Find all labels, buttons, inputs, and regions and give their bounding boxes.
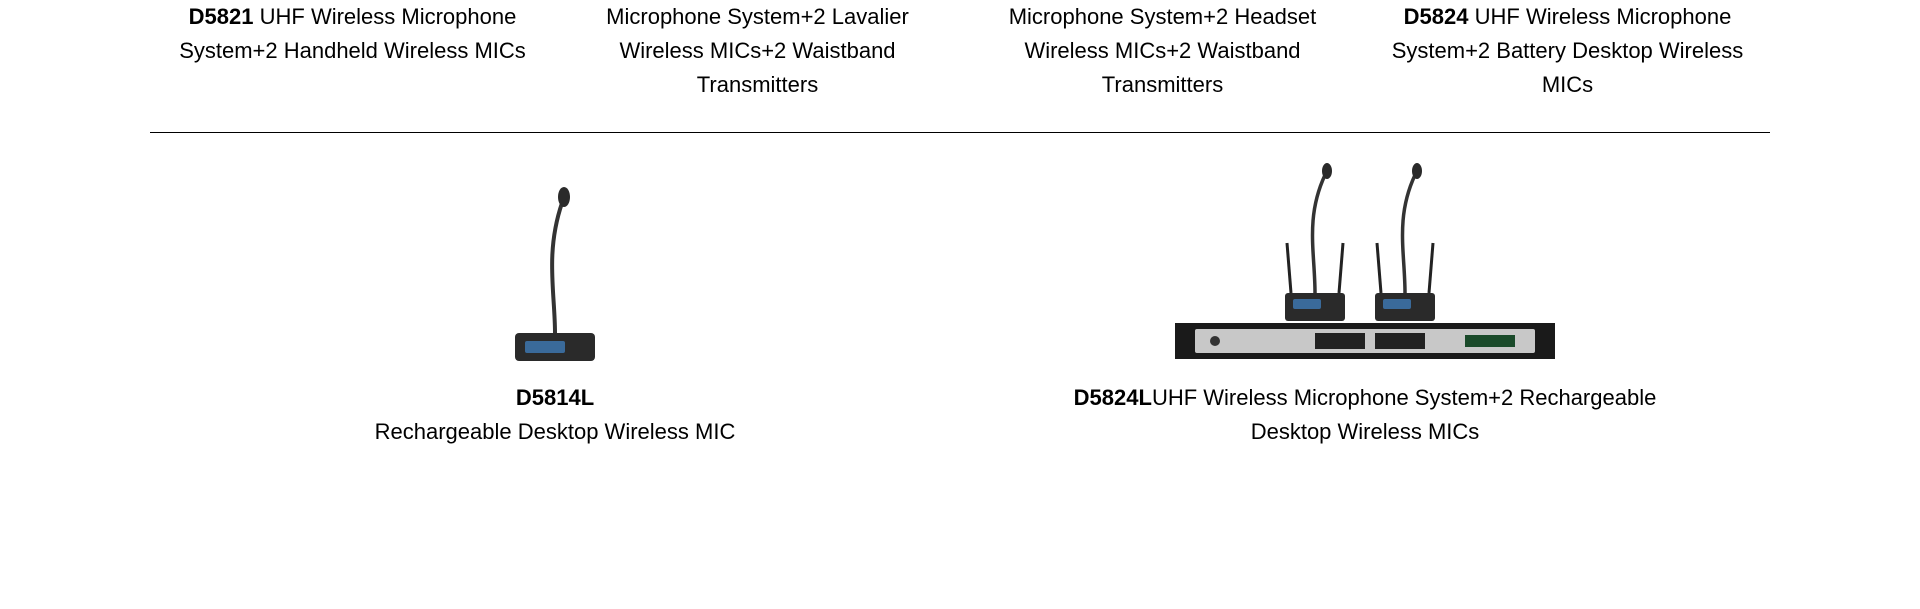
product-line2-d5824l: Desktop Wireless MICs [960,415,1770,449]
wireless-system-icon [1165,163,1565,363]
product-caption-2: Microphone System+2 Lavalier Wireless MI… [555,0,960,102]
product-model-d5824l: D5824L [1074,385,1152,410]
section-divider [150,132,1770,133]
gooseneck-mic-icon [490,173,620,363]
product-caption-d5814l: D5814L Rechargeable Desktop Wireless MIC [150,381,960,449]
product-rest-d5824l: UHF Wireless Microphone System+2 Recharg… [1152,385,1656,410]
product-model-4: D5824 [1404,4,1469,29]
product-caption-d5824l: D5824LUHF Wireless Microphone System+2 R… [960,381,1770,449]
product-image-d5824l [960,163,1770,363]
bottom-product-row: D5814L Rechargeable Desktop Wireless MIC [0,163,1920,449]
product-line2-d5814l: Rechargeable Desktop Wireless MIC [150,415,960,449]
product-caption-4: D5824 UHF Wireless Microphone System+2 B… [1365,0,1770,102]
product-desc-3: Microphone System+2 Headset Wireless MIC… [1009,4,1317,97]
product-caption-3: Microphone System+2 Headset Wireless MIC… [960,0,1365,102]
product-model-1: D5821 [189,4,254,29]
product-image-d5814l [150,163,960,363]
top-product-row: D5821 UHF Wireless Microphone System+2 H… [0,0,1920,102]
product-desc-2: Microphone System+2 Lavalier Wireless MI… [606,4,909,97]
product-card-d5824l: D5824LUHF Wireless Microphone System+2 R… [960,163,1770,449]
product-model-d5814l: D5814L [516,385,594,410]
product-card-d5814l: D5814L Rechargeable Desktop Wireless MIC [150,163,960,449]
product-caption-1: D5821 UHF Wireless Microphone System+2 H… [150,0,555,102]
